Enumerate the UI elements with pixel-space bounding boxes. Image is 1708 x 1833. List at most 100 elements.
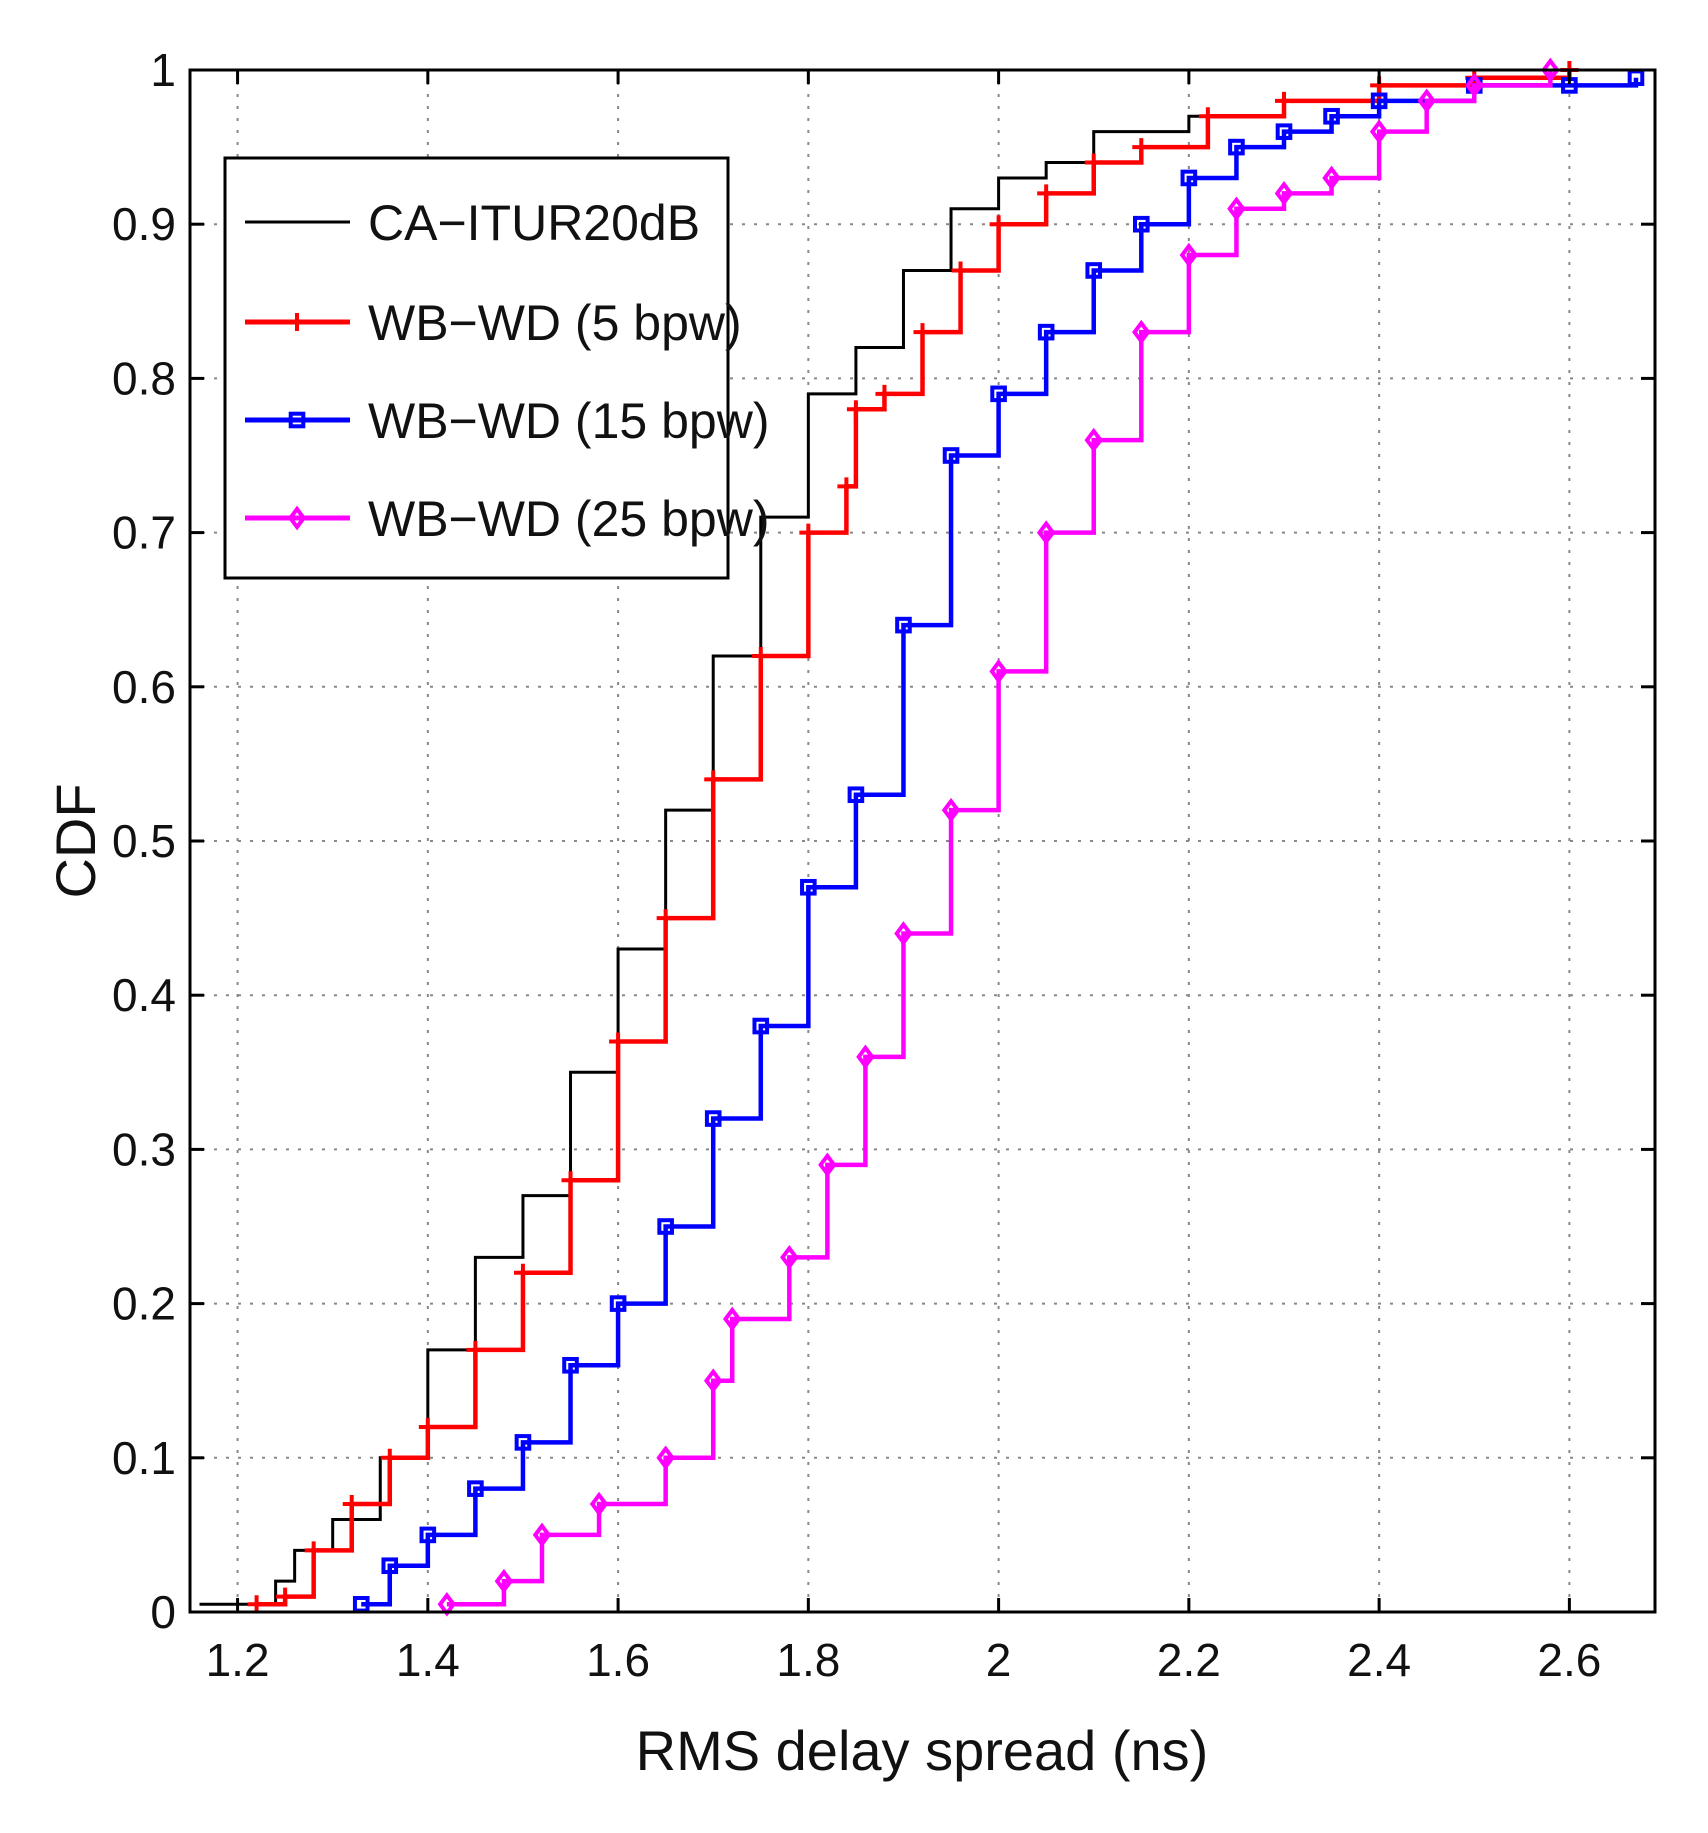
data-point — [1132, 215, 1150, 233]
series-2 — [352, 69, 1645, 1613]
data-point — [1227, 196, 1246, 222]
data-point — [381, 1557, 399, 1575]
data-point — [1179, 242, 1199, 268]
data-point — [895, 616, 912, 634]
y-tick-label: 1 — [150, 44, 176, 96]
data-point — [609, 1295, 627, 1312]
data-point — [800, 878, 817, 896]
data-point — [1084, 427, 1103, 453]
data-point — [875, 384, 894, 403]
series-3 — [437, 57, 1560, 1617]
data-point — [703, 1368, 723, 1394]
legend: CA−ITUR20dB WB−WD (5 bpw) WB−WD (15 bpw) WB… — [223, 156, 769, 580]
data-point — [1274, 181, 1294, 206]
data-point — [1036, 520, 1056, 545]
data-point — [380, 1448, 399, 1467]
legend-label: WB−WD (5 bpw) — [368, 295, 742, 351]
data-point — [1541, 57, 1560, 83]
x-tick-label: 1.2 — [206, 1634, 270, 1686]
y-tick-label: 0 — [150, 1586, 176, 1638]
data-point — [799, 523, 818, 542]
data-point — [780, 1245, 799, 1270]
legend-label: WB−WD (15 bpw) — [368, 393, 769, 449]
y-axis-title: CDF — [44, 783, 107, 898]
legend-marker — [287, 505, 307, 531]
y-tick-label: 0.2 — [112, 1278, 176, 1330]
data-point — [1037, 184, 1056, 203]
data-point — [514, 1434, 532, 1451]
data-point — [1180, 169, 1198, 187]
data-point — [1132, 319, 1151, 345]
x-tick-label: 1.8 — [776, 1634, 840, 1686]
data-point — [656, 1445, 675, 1471]
data-point — [1132, 138, 1151, 157]
data-point — [247, 1595, 266, 1614]
x-tick-label: 2.2 — [1157, 1634, 1221, 1686]
data-point — [657, 1218, 674, 1235]
data-point — [419, 1526, 437, 1544]
data-point — [894, 921, 913, 946]
data-point — [751, 646, 770, 665]
data-point — [1198, 107, 1217, 126]
data-point — [589, 1491, 609, 1517]
data-point — [562, 1356, 579, 1374]
ticks — [190, 68, 1655, 1614]
data-point — [342, 1495, 361, 1514]
legend-entries: CA−ITUR20dB WB−WD (5 bpw) WB−WD (15 bpw) WB… — [245, 195, 769, 547]
legend-label: CA−ITUR20dB — [368, 195, 700, 251]
data-point — [532, 1522, 552, 1548]
series-layer — [199, 57, 1646, 1617]
data-point — [1323, 107, 1340, 125]
data-point — [561, 1171, 580, 1190]
y-tick-label: 0.9 — [112, 198, 176, 250]
data-point — [846, 400, 865, 419]
data-point — [942, 447, 960, 464]
y-tick-label: 0.7 — [112, 507, 176, 559]
x-axis-title: RMS delay spread (ns) — [636, 1719, 1209, 1782]
data-point — [722, 1306, 742, 1332]
legend-marker — [288, 313, 306, 331]
data-point — [989, 659, 1008, 684]
y-tick-label: 0.8 — [112, 352, 176, 404]
data-point — [941, 797, 961, 823]
data-point — [1370, 92, 1388, 110]
data-point — [818, 1152, 837, 1178]
data-point — [1228, 138, 1245, 156]
data-point — [1369, 119, 1389, 145]
data-point — [752, 1017, 770, 1035]
y-tick-label: 0.5 — [112, 815, 176, 867]
legend-entry: WB−WD (25 bpw) — [245, 491, 769, 547]
x-tick-label: 2 — [986, 1634, 1012, 1686]
legend-entry: CA−ITUR20dB — [245, 195, 700, 251]
data-point — [494, 1568, 514, 1594]
x-tick-label: 2.6 — [1537, 1634, 1601, 1686]
data-point — [704, 770, 723, 789]
data-point — [467, 1480, 484, 1497]
data-point — [304, 1541, 323, 1560]
data-point — [513, 1263, 532, 1282]
series-line — [256, 70, 1572, 1607]
data-point — [989, 215, 1008, 234]
data-point — [704, 1110, 722, 1127]
data-point — [1085, 262, 1103, 279]
x-tick-label: 1.6 — [586, 1634, 650, 1686]
data-point — [913, 323, 932, 342]
legend-entry: WB−WD (15 bpw) — [245, 393, 769, 449]
data-point — [1084, 153, 1103, 172]
x-tick-label: 1.4 — [396, 1634, 460, 1686]
data-point — [1417, 88, 1436, 114]
data-point — [1322, 165, 1341, 191]
x-tick-label: 2.4 — [1347, 1634, 1411, 1686]
data-point — [656, 909, 675, 928]
data-point — [466, 1340, 485, 1359]
y-tick-label: 0.1 — [112, 1432, 176, 1484]
legend-box — [223, 156, 730, 580]
data-point — [951, 261, 970, 280]
y-tick-label: 0.6 — [112, 661, 176, 713]
data-point — [276, 1587, 295, 1606]
series-1 — [247, 61, 1579, 1614]
legend-marker — [288, 411, 306, 429]
x-tick-labels: 1.2 1.4 1.6 1.8 2 2.2 2.4 2.6 — [206, 1634, 1602, 1686]
y-tick-label: 0.3 — [112, 1123, 176, 1175]
